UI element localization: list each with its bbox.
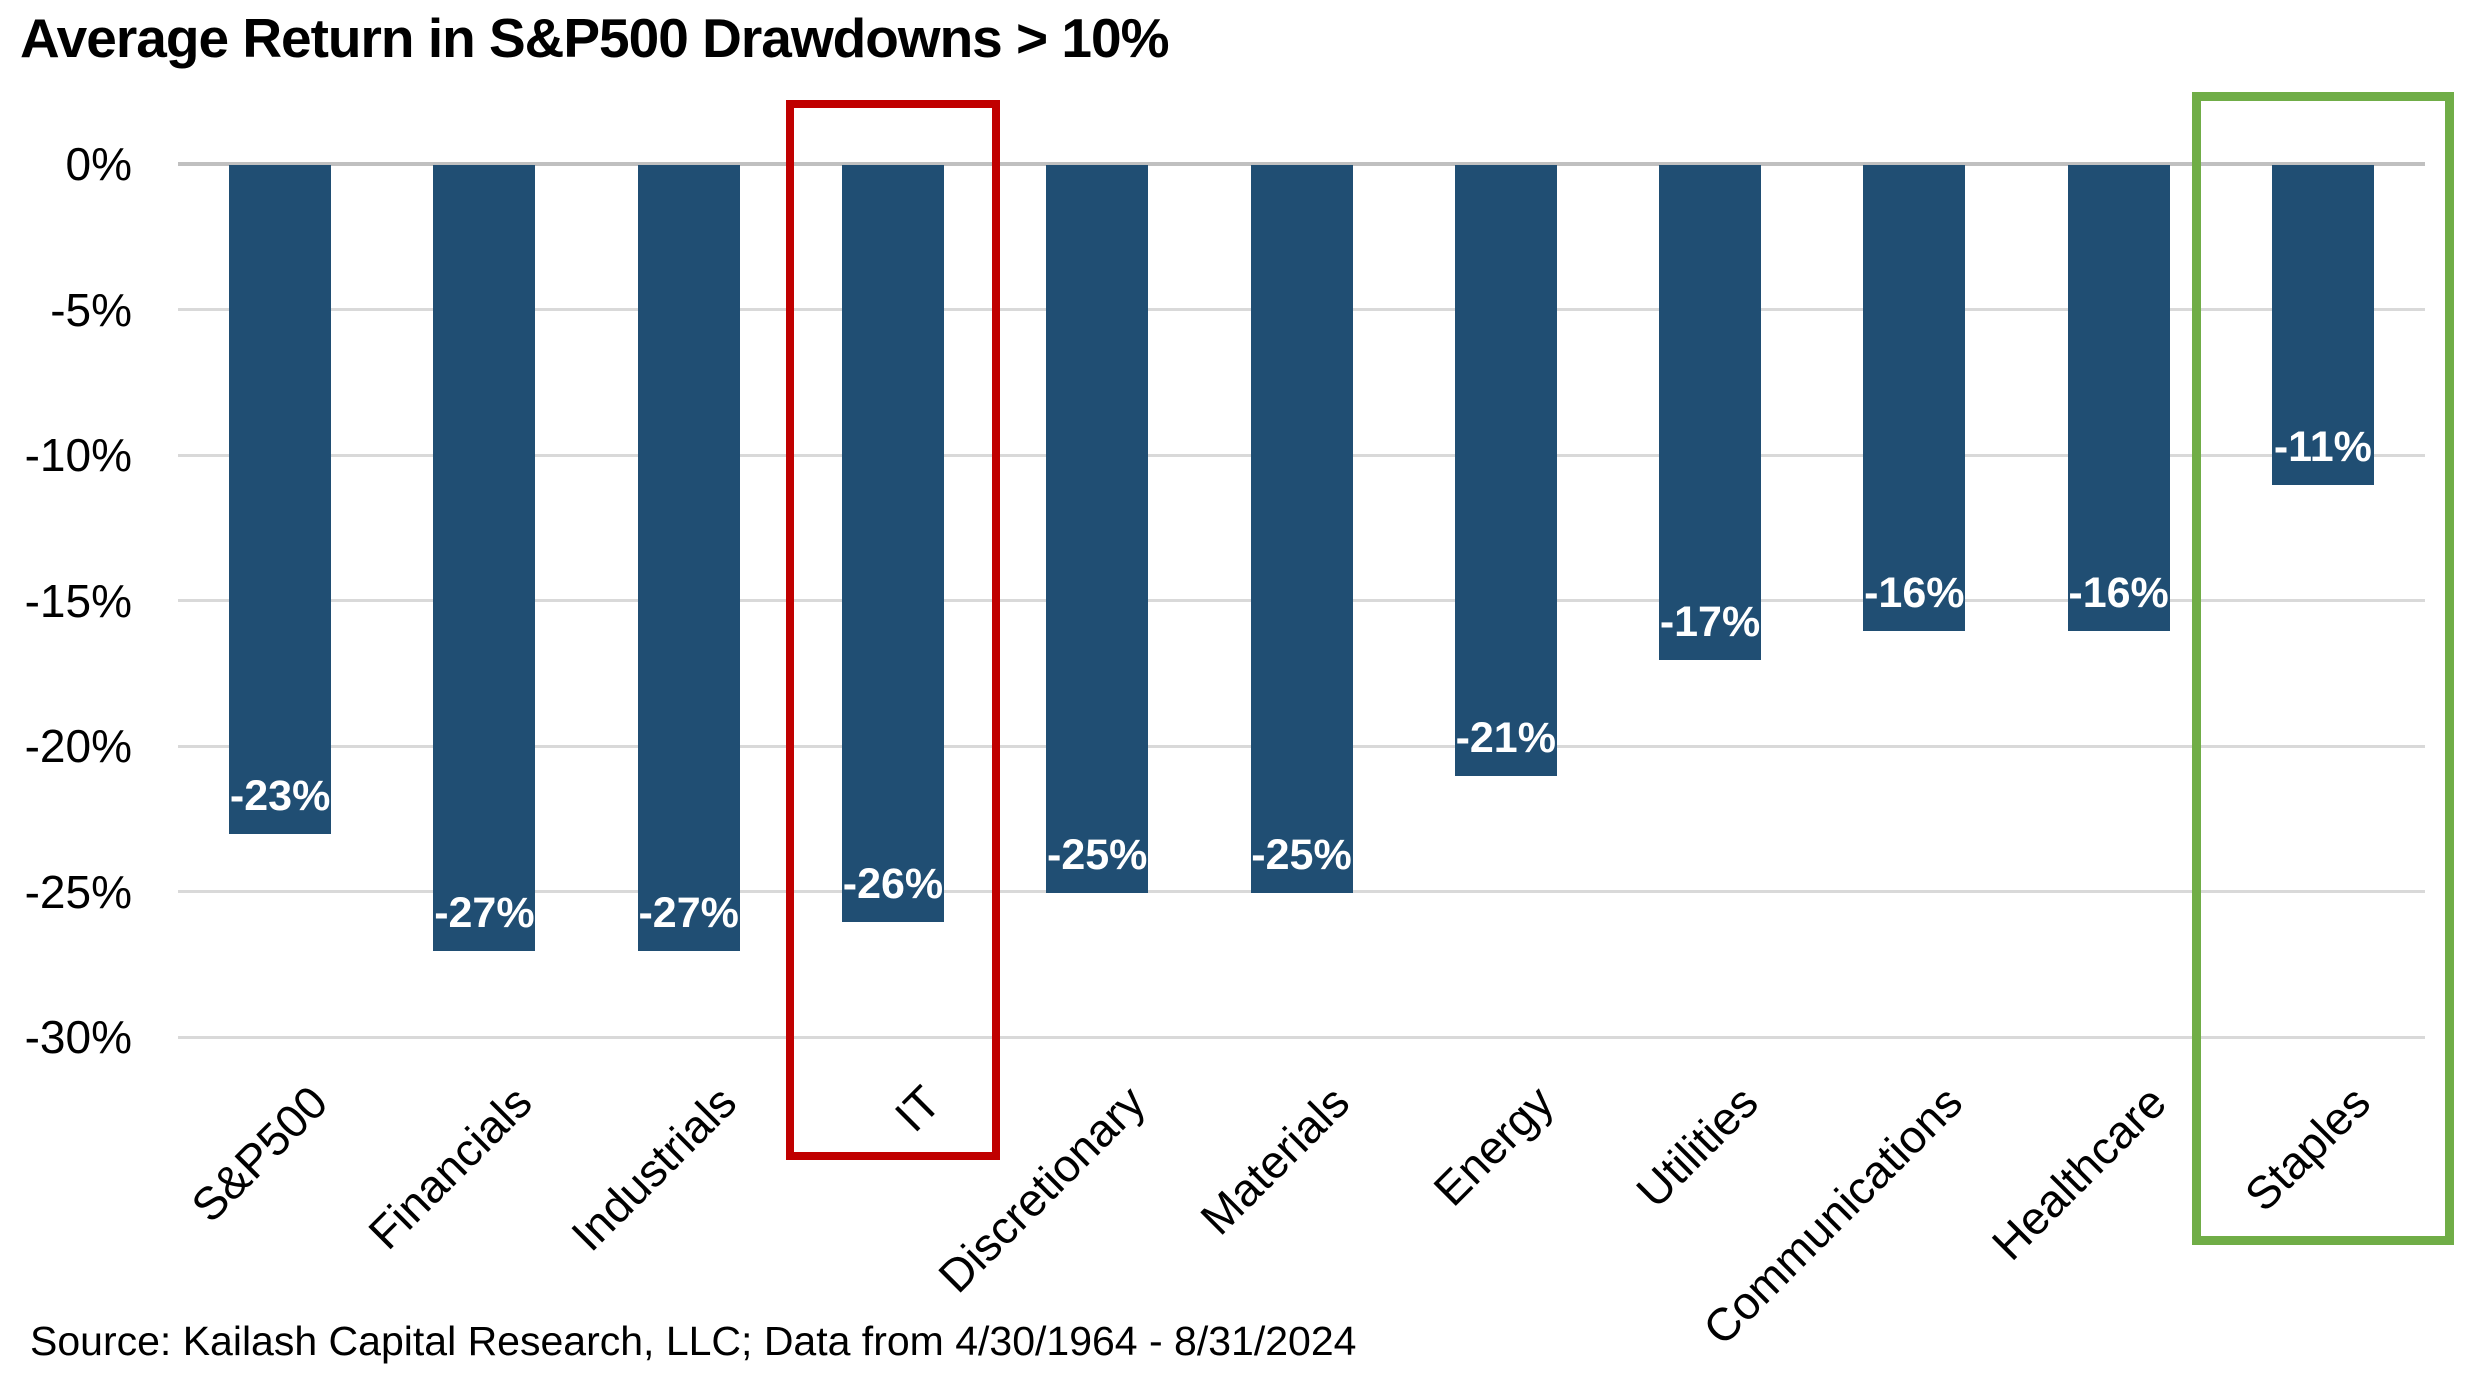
zero-gridline xyxy=(178,162,2425,166)
bar-value-label: -11% xyxy=(2273,423,2372,472)
x-axis-label-healthcare: Healthcare xyxy=(1982,1075,2177,1270)
bar-value-label: -23% xyxy=(229,772,331,821)
highlight-box-staples xyxy=(2191,92,2454,1245)
bar-value-label: -27% xyxy=(638,888,739,937)
x-axis-label-financials: Financials xyxy=(358,1075,542,1259)
source-note: Source: Kailash Capital Research, LLC; D… xyxy=(30,1318,1357,1364)
bar-value-label: -17% xyxy=(1659,597,1761,646)
bar-value-label: -16% xyxy=(2068,568,2169,617)
y-axis-tick-label: -20% xyxy=(24,720,132,772)
bar-discretionary xyxy=(1046,165,1149,893)
y-axis-tick-label: 0% xyxy=(65,138,132,190)
y-axis-tick-label: -25% xyxy=(24,865,132,918)
y-axis-tick-label: -5% xyxy=(50,283,132,336)
bar-financials xyxy=(433,165,536,951)
bar-value-label: -21% xyxy=(1455,714,1556,763)
bar-value-label: -25% xyxy=(1251,830,1352,879)
y-axis-tick-label: -15% xyxy=(24,574,132,627)
bar-energy xyxy=(1454,165,1557,777)
y-axis-tick-label: -30% xyxy=(24,1011,132,1063)
bar-value-label: -25% xyxy=(1047,830,1148,879)
x-axis-label-s-p500: S&P500 xyxy=(181,1075,338,1232)
bar-staples xyxy=(2271,165,2374,486)
x-axis-label-materials: Materials xyxy=(1190,1075,1359,1245)
bar-value-label: -26% xyxy=(842,859,944,908)
bar-s-p500 xyxy=(229,165,332,835)
bar-value-label: -16% xyxy=(1864,568,1965,617)
bar-materials xyxy=(1250,165,1353,893)
x-axis-label-industrials: Industrials xyxy=(561,1075,747,1261)
x-axis-label-utilities: Utilities xyxy=(1625,1075,1768,1218)
bar-value-label: -27% xyxy=(434,888,535,937)
bar-communications xyxy=(1863,165,1966,631)
gridline xyxy=(178,1035,2425,1039)
bar-it xyxy=(841,165,944,922)
chart-title: Average Return in S&P500 Drawdowns > 10% xyxy=(20,7,1170,69)
y-axis-tick-label: -10% xyxy=(24,429,132,481)
bar-healthcare xyxy=(2067,165,2170,631)
bar-utilities xyxy=(1659,165,1762,660)
highlight-box-it xyxy=(785,100,1000,1160)
x-axis-label-energy: Energy xyxy=(1423,1075,1564,1216)
bar-industrials xyxy=(637,165,740,951)
